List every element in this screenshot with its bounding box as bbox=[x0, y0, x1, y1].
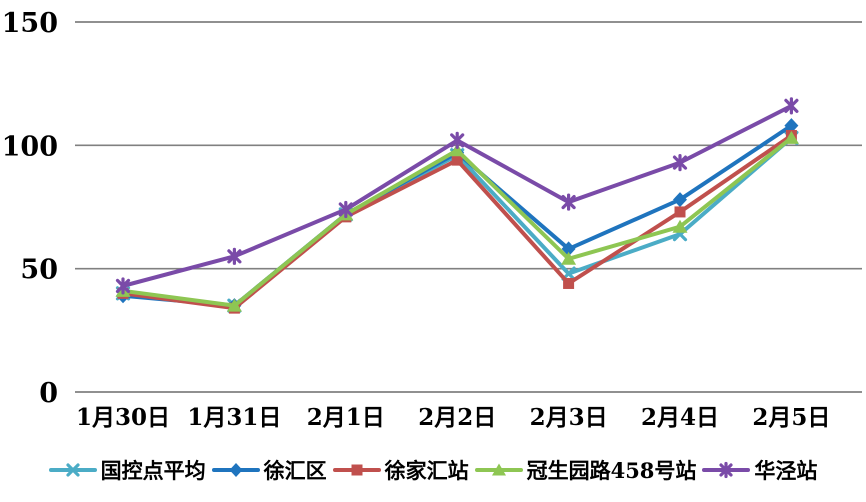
legend-marker-icon bbox=[474, 463, 523, 476]
legend-item-0: 国控点平均 bbox=[48, 455, 206, 485]
x-axis-label-2: 2月1日 bbox=[307, 404, 385, 431]
legend-item-3: 冠生园路458号站 bbox=[474, 455, 697, 485]
square-icon bbox=[351, 464, 363, 476]
line-chart: 0 50 100 150 1月30日 1月31日 2月1日 2月2日 2月3日 2月4日 2月5日 bbox=[2, 8, 862, 431]
legend-label: 国控点平均 bbox=[100, 458, 206, 483]
y-tick-label-50: 50 bbox=[20, 255, 58, 286]
x-axis-label-1: 1月31日 bbox=[187, 404, 281, 431]
y-tick-label-100: 100 bbox=[2, 131, 58, 162]
series-2-square-marker bbox=[563, 277, 575, 289]
series-3-triangle-marker bbox=[561, 251, 577, 265]
legend-label: 徐汇区 bbox=[263, 458, 327, 483]
legend-marker-icon bbox=[211, 463, 260, 477]
chart-legend: 国控点平均 徐汇区 徐家汇站 冠生园路458号站 华泾站 bbox=[0, 448, 866, 492]
series-3-triangle-marker bbox=[449, 143, 465, 157]
x-icon bbox=[65, 463, 80, 477]
legend-item-2: 徐家汇站 bbox=[332, 455, 469, 485]
legend-marker-icon bbox=[48, 463, 97, 477]
x-axis-label-4: 2月3日 bbox=[530, 404, 608, 431]
legend-label: 华泾站 bbox=[754, 458, 818, 483]
series-3-triangle-marker bbox=[783, 130, 799, 144]
legend-marker-icon bbox=[332, 464, 381, 476]
legend-label: 徐家汇站 bbox=[384, 458, 469, 483]
legend-label: 冠生园路458号站 bbox=[526, 458, 697, 483]
legend-item-4: 华泾站 bbox=[702, 455, 817, 485]
legend-item-1: 徐汇区 bbox=[211, 455, 327, 485]
series-1-diamond-marker bbox=[673, 192, 687, 208]
legend-marker-icon bbox=[702, 461, 751, 479]
triangle-icon bbox=[491, 463, 506, 476]
y-tick-label-0: 0 bbox=[39, 378, 58, 409]
y-tick-label-150: 150 bbox=[2, 8, 58, 39]
series-1-diamond-marker bbox=[784, 118, 799, 134]
x-axis-label-0: 1月30日 bbox=[76, 404, 170, 431]
x-axis-label-3: 2月2日 bbox=[418, 404, 496, 431]
series-2-square-marker bbox=[451, 154, 463, 166]
series-3-triangle-marker bbox=[672, 219, 688, 233]
diamond-icon bbox=[229, 463, 243, 477]
x-axis-label-6: 2月5日 bbox=[752, 404, 830, 431]
x-axis-label-5: 2月4日 bbox=[641, 404, 719, 431]
series-2-square-marker bbox=[674, 206, 686, 218]
series-3-triangle-marker bbox=[226, 298, 242, 312]
